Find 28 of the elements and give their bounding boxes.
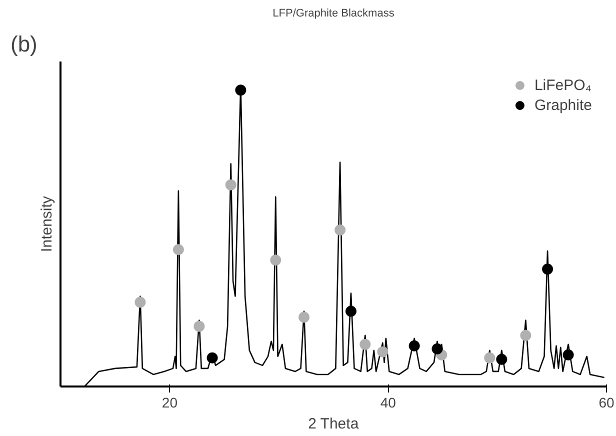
point — [172, 244, 184, 256]
point — [542, 264, 554, 275]
y-axis-title: Intensity — [38, 196, 56, 252]
point — [360, 338, 371, 350]
legend-label: LiFePO₄ — [534, 76, 592, 94]
point — [270, 254, 282, 266]
x-tick-label: 20 — [162, 394, 178, 410]
legend-label: Graphite — [534, 96, 592, 114]
point — [408, 340, 420, 352]
point — [432, 343, 443, 354]
point — [206, 352, 218, 364]
point — [225, 179, 236, 190]
point — [484, 352, 496, 364]
x-tick-label: 40 — [380, 394, 396, 410]
point — [496, 354, 508, 365]
point — [194, 320, 205, 332]
point — [377, 346, 388, 358]
point — [345, 306, 356, 317]
chart-title: LFP/Graphite Blackmass — [272, 8, 395, 20]
point — [134, 296, 146, 308]
x-tick-label: 60 — [598, 394, 614, 410]
point — [235, 84, 246, 96]
point — [562, 349, 574, 360]
point — [298, 312, 310, 323]
x-axis-title: 2 Theta — [308, 416, 360, 432]
point — [520, 330, 532, 341]
point — [334, 224, 346, 236]
text: (b) — [10, 32, 38, 56]
